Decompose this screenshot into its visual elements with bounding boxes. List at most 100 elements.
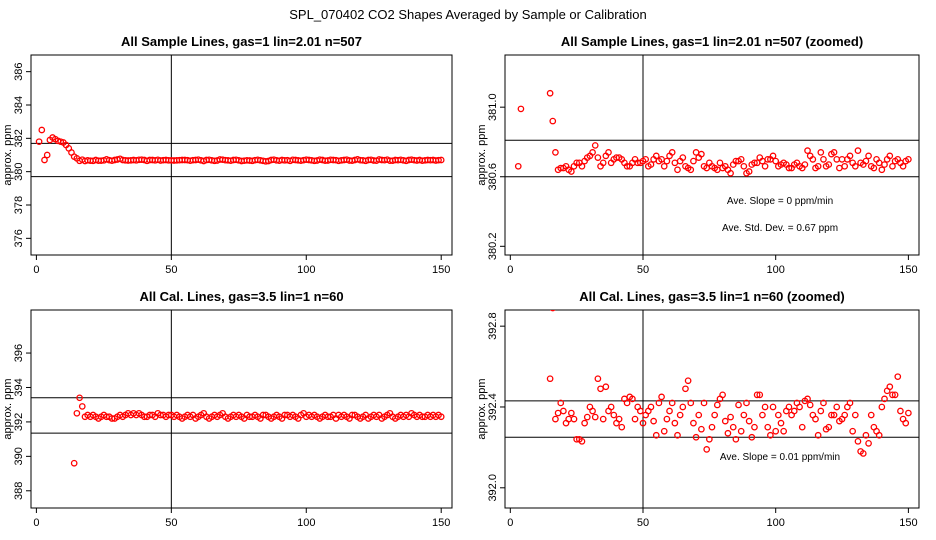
- x-tick-label: 50: [165, 517, 177, 529]
- data-point: [836, 164, 843, 172]
- data-point: [777, 419, 785, 427]
- data-point: [674, 166, 681, 174]
- data-point: [663, 415, 671, 423]
- data-point: [573, 159, 581, 167]
- data-point: [727, 169, 734, 177]
- data-point: [889, 162, 896, 170]
- data-point: [761, 403, 769, 411]
- data-point: [889, 391, 896, 399]
- data-point: [698, 425, 705, 433]
- data-point: [43, 151, 51, 159]
- data-point: [772, 427, 780, 435]
- data-point: [514, 162, 522, 170]
- data-point: [76, 394, 83, 402]
- data-point: [878, 166, 886, 174]
- data-point: [708, 423, 716, 431]
- data-point: [751, 423, 758, 431]
- data-point: [703, 446, 711, 453]
- y-axis-label: approx. ppm: [2, 378, 14, 439]
- data-point: [833, 155, 841, 163]
- data-point: [660, 162, 668, 170]
- data-point: [578, 437, 586, 445]
- data-point: [841, 411, 849, 419]
- data-point: [764, 155, 772, 163]
- annotation: Ave. Std. Dev. = 0.67 ppm: [722, 223, 838, 234]
- plot-frame: [30, 54, 453, 256]
- data-point: [801, 161, 809, 168]
- data-point: [78, 403, 86, 410]
- data-point: [748, 433, 756, 441]
- data-point: [764, 423, 772, 431]
- data-point: [589, 407, 596, 415]
- data-point: [437, 156, 445, 164]
- data-point: [902, 419, 910, 427]
- x-tick-label: 100: [297, 517, 315, 529]
- data-point: [517, 105, 525, 113]
- data-point: [687, 166, 695, 174]
- data-point: [769, 152, 777, 160]
- data-point: [692, 149, 700, 156]
- y-axis-label: approx. ppm: [2, 124, 14, 185]
- x-tick-label: 50: [637, 264, 649, 276]
- data-point: [905, 155, 912, 163]
- plot-frame: [30, 309, 453, 509]
- panel-title: All Sample Lines, gas=1 lin=2.01 n=507: [121, 34, 362, 49]
- x-tick-label: 150: [899, 264, 917, 276]
- data-point: [825, 423, 833, 431]
- data-point: [859, 450, 867, 457]
- x-tick-label: 100: [767, 517, 785, 529]
- data-point: [642, 155, 650, 163]
- panel-1: All Sample Lines, gas=1 lin=2.01 n=507 0 5…: [2, 34, 453, 276]
- data-point: [599, 415, 607, 423]
- data-point: [804, 147, 811, 155]
- x-tick-label: 150: [899, 517, 917, 529]
- data-point: [737, 427, 745, 435]
- data-point: [658, 393, 665, 401]
- data-point: [692, 433, 700, 441]
- data-point: [597, 385, 604, 393]
- data-point: [729, 423, 737, 431]
- data-point: [886, 152, 894, 160]
- data-point: [759, 411, 766, 419]
- data-point: [623, 399, 631, 407]
- data-point: [751, 159, 758, 167]
- y-tick-label: 384: [13, 96, 25, 114]
- data-point: [650, 417, 657, 425]
- data-point: [565, 415, 573, 423]
- data-point: [737, 155, 745, 163]
- data-point: [798, 423, 806, 431]
- data-points: [70, 394, 445, 467]
- y-tick-label: 388: [13, 482, 25, 500]
- data-point: [70, 459, 78, 467]
- data-point: [767, 431, 774, 439]
- data-point: [833, 403, 841, 411]
- data-point: [647, 161, 655, 168]
- data-point: [666, 407, 673, 415]
- data-point: [599, 159, 607, 167]
- data-point: [790, 407, 798, 415]
- annotation: Ave. Slope = 0 ppm/min: [727, 196, 833, 207]
- data-point: [594, 375, 602, 383]
- data-point: [865, 439, 872, 447]
- data-point: [894, 373, 902, 381]
- data-point: [727, 413, 734, 421]
- data-point: [851, 162, 859, 170]
- data-point: [671, 419, 679, 427]
- x-tick-label: 100: [767, 264, 785, 276]
- data-point: [552, 149, 559, 156]
- y-tick-label: 378: [13, 196, 25, 214]
- data-point: [769, 403, 777, 411]
- data-point: [711, 411, 719, 419]
- data-point: [546, 89, 554, 97]
- data-point: [796, 403, 803, 411]
- data-point: [41, 156, 48, 164]
- data-point: [570, 415, 578, 423]
- x-tick-label: 0: [33, 264, 39, 276]
- data-point: [690, 419, 697, 427]
- data-point: [812, 415, 819, 423]
- y-tick-label: 382: [13, 129, 25, 147]
- data-point: [676, 411, 684, 419]
- data-point: [73, 409, 81, 417]
- data-point: [849, 427, 857, 435]
- data-point: [875, 431, 883, 439]
